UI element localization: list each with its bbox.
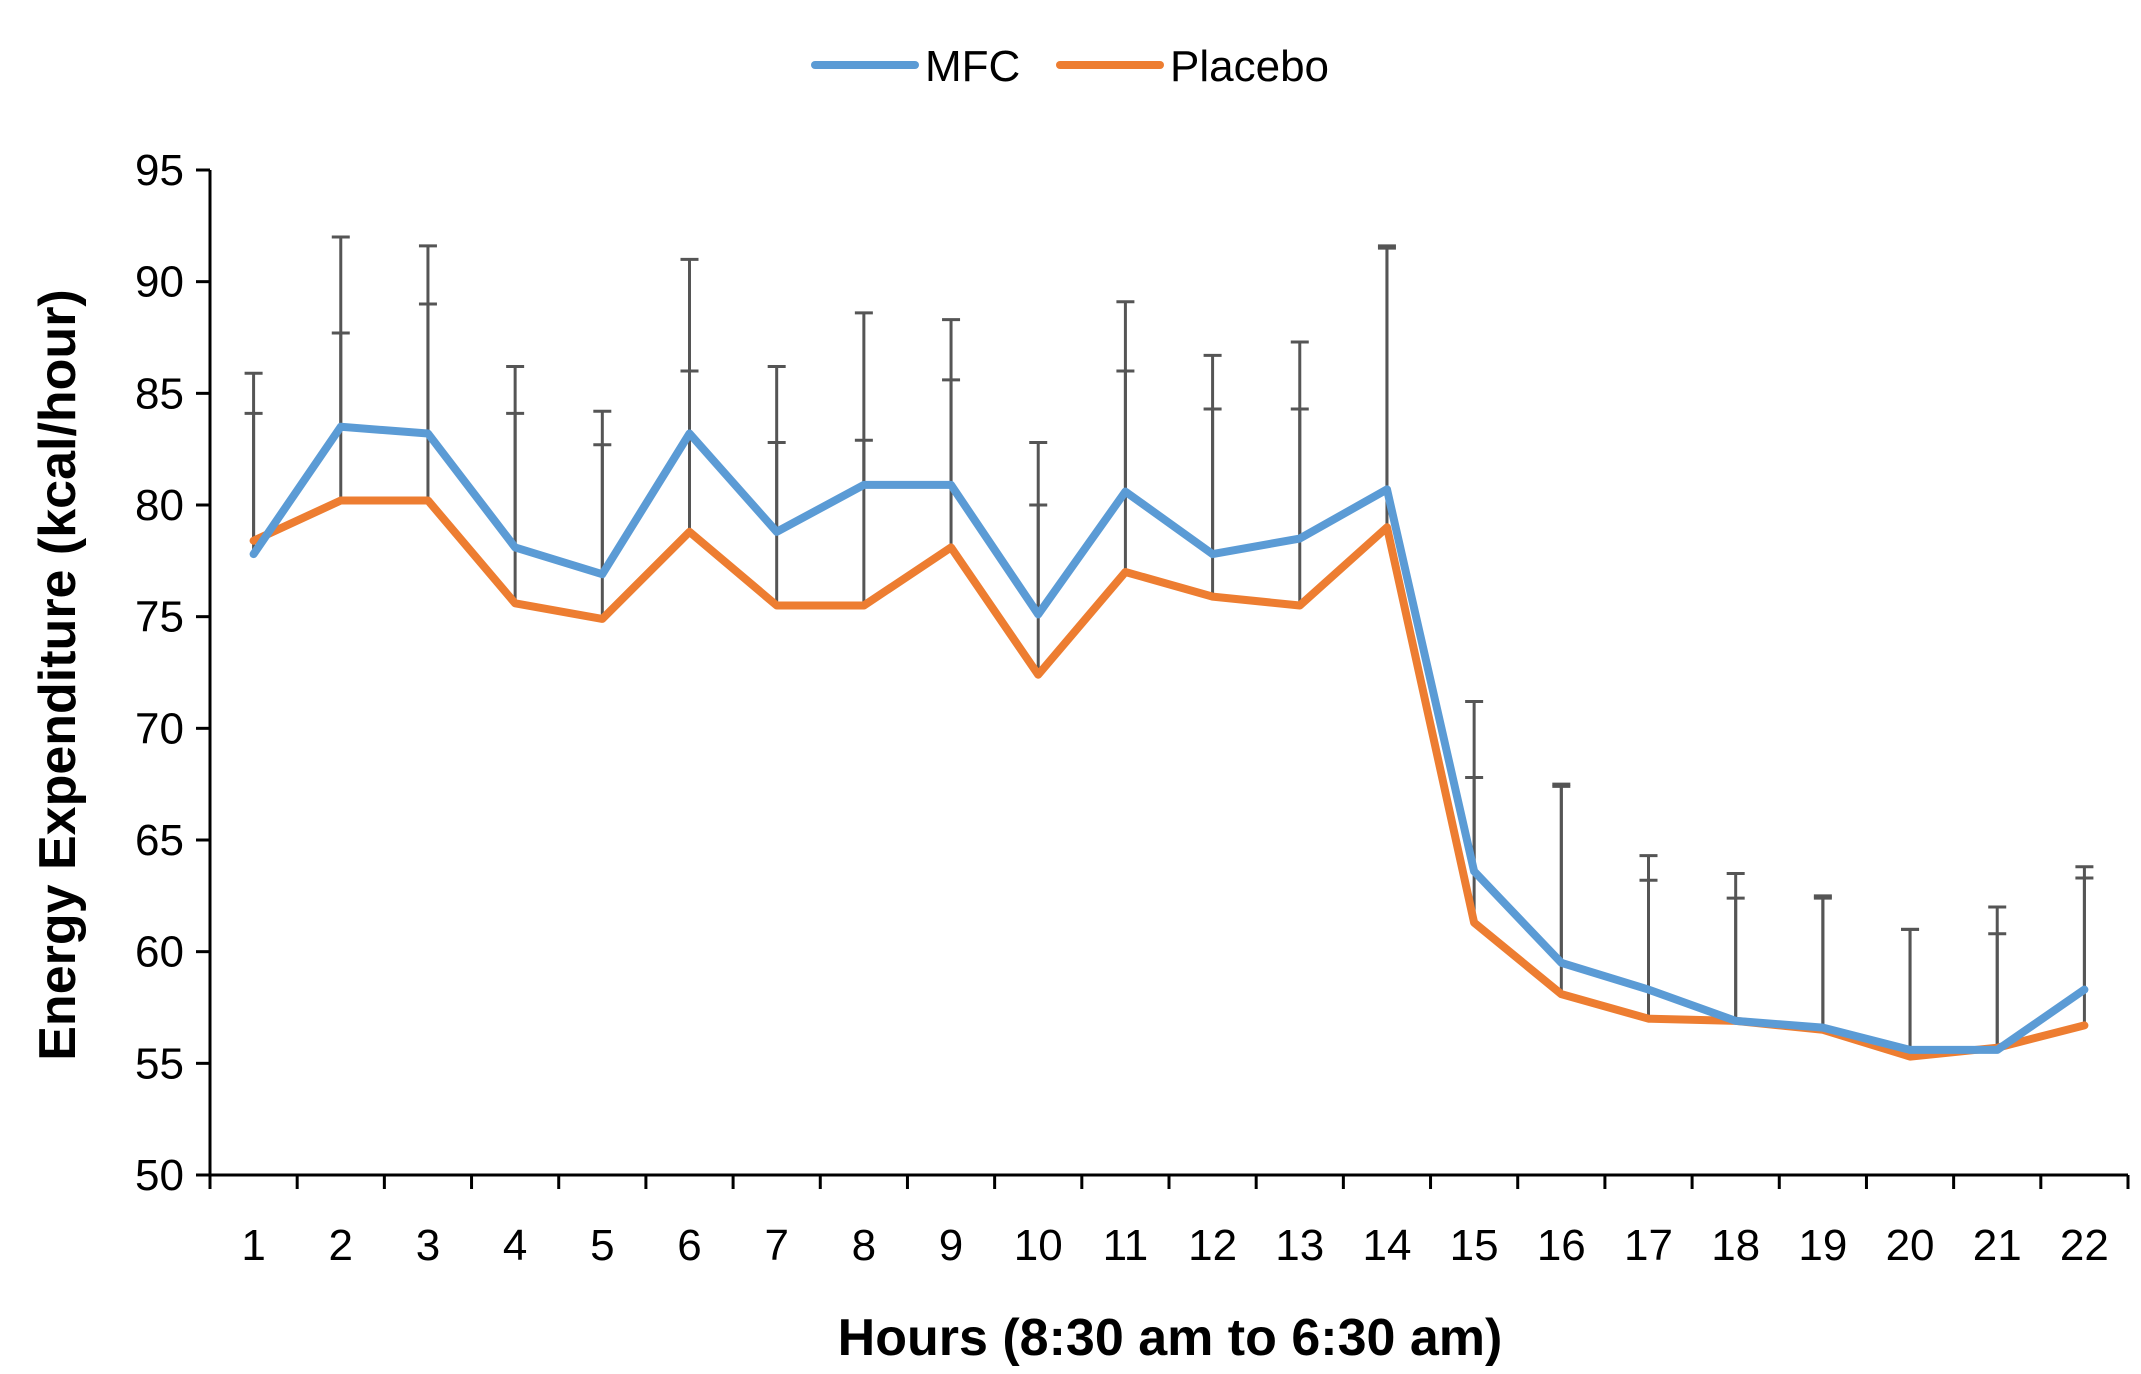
x-tick-label: 1 [241, 1221, 265, 1270]
x-tick-label: 21 [1973, 1221, 2022, 1270]
y-tick-label: 70 [135, 704, 184, 753]
x-tick-label: 11 [1103, 1221, 1149, 1270]
y-tick-label: 85 [135, 369, 184, 418]
series-line-placebo [249, 496, 2089, 1061]
x-tick-label: 7 [764, 1221, 788, 1270]
y-tick-label: 50 [135, 1151, 184, 1200]
y-tick-label: 90 [135, 258, 184, 307]
error-bars [244, 235, 2094, 1057]
x-tick-label: 4 [503, 1221, 527, 1270]
x-tick-label: 3 [416, 1221, 440, 1270]
y-tick-label: 65 [135, 816, 184, 865]
x-tick-label: 12 [1188, 1221, 1237, 1270]
x-tick-label: 2 [329, 1221, 353, 1270]
x-axis-title: Hours (8:30 am to 6:30 am) [838, 1309, 1503, 1367]
x-tick-label: 22 [2060, 1221, 2109, 1270]
y-tick-label: 80 [135, 481, 184, 530]
legend-label-mfc: MFC [925, 42, 1020, 91]
series-line-mfc [249, 422, 2089, 1054]
x-tick-label: 18 [1711, 1221, 1760, 1270]
x-tick-label: 14 [1362, 1221, 1411, 1270]
series-lines [249, 422, 2089, 1061]
y-tick-label: 75 [135, 593, 184, 642]
x-tick-label: 16 [1537, 1221, 1586, 1270]
legend-label-placebo: Placebo [1170, 42, 1329, 91]
legend: MFC Placebo [811, 42, 1329, 91]
x-tick-label: 17 [1624, 1221, 1673, 1270]
x-tick-label: 5 [590, 1221, 614, 1270]
x-tick-label: 15 [1450, 1221, 1499, 1270]
y-tick-label: 95 [135, 146, 184, 195]
y-axis-title: Energy Expenditure (kcal/hour) [29, 289, 87, 1061]
x-tick-label: 19 [1798, 1221, 1847, 1270]
x-tick-label: 13 [1275, 1221, 1324, 1270]
x-tick-label: 10 [1014, 1221, 1063, 1270]
x-tick-label: 20 [1886, 1221, 1935, 1270]
x-tick-label: 6 [677, 1221, 701, 1270]
axes [196, 168, 2130, 1189]
x-tick-label: 8 [852, 1221, 876, 1270]
y-tick-label: 60 [135, 928, 184, 977]
y-tick-label: 55 [135, 1039, 184, 1088]
x-tick-label: 9 [939, 1221, 963, 1270]
